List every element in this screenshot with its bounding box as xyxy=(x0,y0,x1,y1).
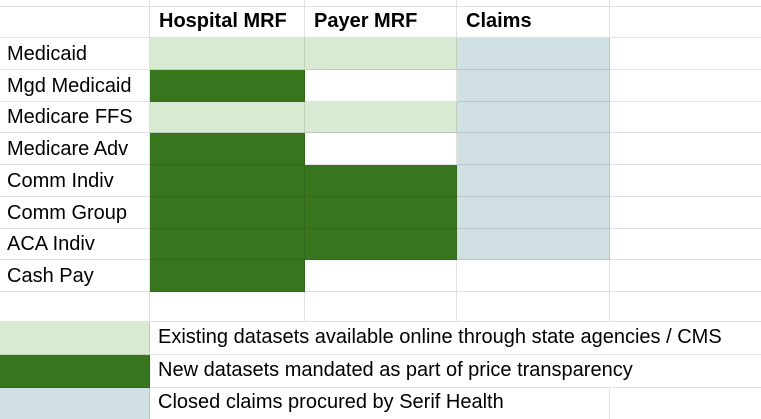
sheet-cell[interactable] xyxy=(610,197,761,229)
matrix-cell-empty[interactable] xyxy=(457,260,610,292)
sheet-cell[interactable] xyxy=(457,0,610,7)
legend-text-cell[interactable]: Closed claims procured by Serif Health xyxy=(150,388,610,419)
sheet-cell[interactable] xyxy=(610,388,761,419)
sheet-cell[interactable] xyxy=(610,0,761,7)
legend-swatch-claims[interactable] xyxy=(0,388,150,419)
sheet-cell[interactable] xyxy=(610,292,761,322)
sheet-cell[interactable] xyxy=(610,7,761,38)
matrix-cell-new[interactable] xyxy=(150,133,305,165)
row-label-cell[interactable]: Medicare Adv xyxy=(0,133,150,165)
matrix-cell-new[interactable] xyxy=(150,69,305,102)
legend-swatch-new[interactable] xyxy=(0,355,150,388)
sheet-cell[interactable] xyxy=(305,0,457,7)
legend-text-cell[interactable]: New datasets mandated as part of price t… xyxy=(150,355,761,388)
sheet-cell[interactable] xyxy=(150,0,305,7)
matrix-cell-empty[interactable] xyxy=(305,133,457,165)
matrix-cell-new[interactable] xyxy=(150,228,305,261)
sheet-cell[interactable] xyxy=(610,102,761,134)
matrix-cell-existing[interactable] xyxy=(305,38,457,70)
matrix-cell-claims[interactable] xyxy=(457,38,610,70)
column-header-cell[interactable]: Hospital MRF xyxy=(150,7,305,38)
matrix-cell-new[interactable] xyxy=(305,165,457,197)
matrix-cell-claims[interactable] xyxy=(457,228,610,261)
matrix-cell-new[interactable] xyxy=(150,165,305,197)
sheet-cell[interactable] xyxy=(610,38,761,70)
matrix-cell-new[interactable] xyxy=(150,196,305,229)
row-label-cell[interactable]: Cash Pay xyxy=(0,260,150,292)
sheet-cell[interactable] xyxy=(0,0,150,7)
column-header-cell[interactable]: Claims xyxy=(457,7,610,38)
sheet-cell[interactable] xyxy=(457,292,610,322)
matrix-cell-claims[interactable] xyxy=(457,196,610,229)
matrix-cell-claims[interactable] xyxy=(457,101,610,134)
matrix-cell-existing[interactable] xyxy=(150,101,305,134)
sheet-cell[interactable] xyxy=(610,229,761,261)
matrix-cell-existing[interactable] xyxy=(305,101,457,134)
matrix-cell-claims[interactable] xyxy=(457,133,610,165)
sheet-cell[interactable] xyxy=(0,7,150,38)
row-label-cell[interactable]: Mgd Medicaid xyxy=(0,69,150,102)
sheet-cell[interactable] xyxy=(610,133,761,165)
row-label-cell[interactable]: Medicare FFS xyxy=(0,101,150,134)
matrix-cell-empty[interactable] xyxy=(305,69,457,102)
matrix-cell-new[interactable] xyxy=(305,196,457,229)
row-label-cell[interactable]: Comm Group xyxy=(0,196,150,229)
row-label-cell[interactable]: Medicaid xyxy=(0,38,150,70)
matrix-cell-claims[interactable] xyxy=(457,69,610,102)
legend-swatch-existing[interactable] xyxy=(0,322,150,355)
sheet-cell[interactable] xyxy=(610,260,761,292)
matrix-cell-existing[interactable] xyxy=(150,38,305,70)
sheet-cell[interactable] xyxy=(150,292,305,322)
column-header-cell[interactable]: Payer MRF xyxy=(305,7,457,38)
row-label-cell[interactable]: Comm Indiv xyxy=(0,165,150,197)
sheet-cell[interactable] xyxy=(0,292,150,322)
row-label-cell[interactable]: ACA Indiv xyxy=(0,228,150,261)
matrix-cell-new[interactable] xyxy=(150,260,305,292)
sheet-cell[interactable] xyxy=(610,165,761,197)
sheet-cell[interactable] xyxy=(305,292,457,322)
matrix-cell-empty[interactable] xyxy=(305,260,457,292)
legend-text-cell[interactable]: Existing datasets available online throu… xyxy=(150,322,761,355)
matrix-cell-claims[interactable] xyxy=(457,165,610,197)
sheet-cell[interactable] xyxy=(610,70,761,102)
matrix-cell-new[interactable] xyxy=(305,228,457,261)
